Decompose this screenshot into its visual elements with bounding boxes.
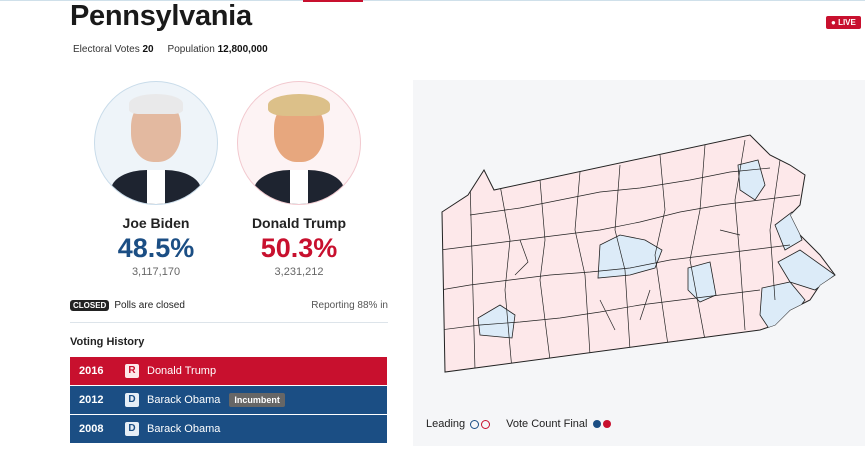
candidate-votes: 3,231,212 (274, 266, 324, 278)
history-winner: Donald Trump (147, 365, 217, 377)
history-row[interactable]: 2008 D Barack Obama (70, 415, 387, 443)
map-legend: Leading Vote Count Final (426, 418, 611, 430)
active-tab-indicator (303, 0, 363, 2)
dem-final-dot-icon (592, 420, 601, 428)
rep-leading-dot-icon (481, 419, 491, 429)
candidate-biden: Joe Biden 48.5% 3,117,170 (86, 81, 226, 278)
history-row[interactable]: 2012 D Barack Obama Incumbent (70, 386, 387, 414)
county-blue[interactable] (597, 234, 663, 279)
history-winner: Barack Obama (147, 423, 221, 435)
reporting-text: Reporting 88% in (311, 300, 388, 311)
history-year: 2008 (79, 423, 104, 435)
population-label: Population (167, 44, 215, 55)
candidate-pct: 48.5% (117, 233, 195, 263)
candidate-votes: 3,117,170 (131, 266, 181, 278)
party-badge: D (125, 422, 139, 436)
candidate-trump: Donald Trump 50.3% 3,231,212 (229, 81, 369, 278)
closed-badge: CLOSED (70, 300, 110, 311)
poll-status: CLOSED Polls are closed Reporting 88% in (70, 300, 388, 311)
dem-leading-dot-icon (470, 419, 480, 429)
candidate-name: Donald Trump (251, 215, 347, 231)
legend-leading-label: Leading (426, 418, 466, 430)
history-year: 2016 (79, 365, 104, 377)
party-badge: R (125, 364, 139, 378)
trump-avatar (237, 81, 361, 205)
candidate-pct: 50.3% (260, 233, 338, 263)
electoral-votes: 20 (142, 44, 154, 55)
top-border (0, 0, 865, 1)
candidate-name: Joe Biden (122, 215, 190, 231)
incumbent-badge: Incumbent (229, 393, 285, 407)
voting-history-title: Voting History (70, 336, 145, 348)
history-year: 2012 (79, 394, 104, 406)
state-meta: Electoral Votes 20 Population 12,800,000 (73, 44, 268, 55)
population-value: 12,800,000 (217, 44, 268, 55)
live-label: LIVE (838, 18, 856, 27)
county-map[interactable] (413, 80, 865, 446)
history-row[interactable]: 2016 R Donald Trump (70, 357, 387, 385)
party-badge: D (125, 393, 139, 407)
biden-avatar (94, 81, 218, 205)
legend-final-label: Vote Count Final (506, 418, 588, 430)
page-title: Pennsylvania (70, 0, 252, 32)
history-winner: Barack Obama (147, 394, 221, 406)
live-badge: ● LIVE (826, 16, 861, 29)
electoral-label: Electoral Votes (73, 44, 140, 55)
county-blue[interactable] (477, 304, 516, 339)
rep-final-dot-icon (602, 420, 611, 428)
county-map-panel (413, 80, 865, 446)
divider (70, 322, 388, 323)
county-blue[interactable] (687, 261, 717, 303)
county-blue[interactable] (737, 159, 766, 201)
county-borders (442, 139, 801, 371)
poll-status-text: Polls are closed (114, 300, 185, 311)
